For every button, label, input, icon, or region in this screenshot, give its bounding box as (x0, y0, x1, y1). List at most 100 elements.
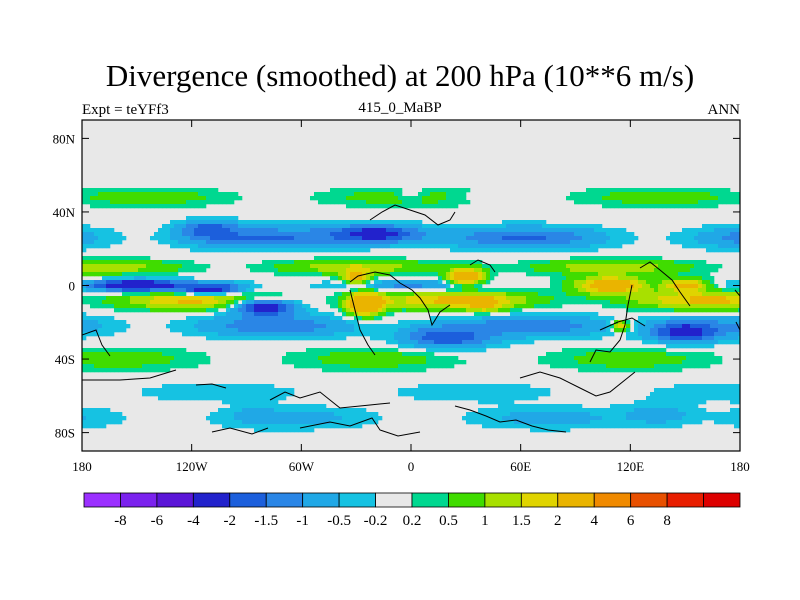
field-cell (286, 328, 291, 333)
field-cell (598, 256, 603, 261)
field-cell (658, 292, 663, 297)
field-cell (206, 336, 211, 341)
field-cell (638, 304, 643, 309)
field-cell (538, 336, 543, 341)
field-cell (462, 332, 467, 337)
field-cell (690, 292, 695, 297)
field-cell (578, 320, 583, 325)
field-cell (158, 200, 163, 205)
field-cell (502, 292, 507, 297)
field-cell (162, 232, 167, 237)
field-cell (430, 284, 435, 289)
field-cell (690, 268, 695, 273)
field-cell (498, 320, 503, 325)
field-cell (214, 320, 219, 325)
field-cell (398, 328, 403, 333)
field-cell (730, 332, 735, 337)
field-cell (190, 204, 195, 209)
field-cell (398, 188, 403, 193)
field-cell (634, 324, 639, 329)
field-cell (390, 224, 395, 229)
field-cell (314, 312, 319, 317)
field-cell (402, 284, 407, 289)
field-cell (410, 268, 415, 273)
field-cell (166, 280, 171, 285)
field-cell (690, 276, 695, 281)
field-cell (162, 308, 167, 313)
field-cell (350, 276, 355, 281)
field-cell (422, 324, 427, 329)
field-cell (214, 308, 219, 313)
field-cell (162, 304, 167, 309)
field-cell (638, 196, 643, 201)
field-cell (626, 200, 631, 205)
field-cell (498, 324, 503, 329)
field-cell (342, 236, 347, 241)
field-cell (346, 260, 351, 265)
field-cell (398, 336, 403, 341)
field-cell (374, 280, 379, 285)
field-cell (558, 356, 563, 361)
field-cell (458, 360, 463, 365)
field-cell (486, 244, 491, 249)
field-cell (86, 352, 91, 357)
field-cell (370, 268, 375, 273)
field-cell (278, 220, 283, 225)
field-cell (218, 192, 223, 197)
field-cell (226, 280, 231, 285)
field-cell (582, 196, 587, 201)
field-cell (414, 204, 419, 209)
field-cell (602, 204, 607, 209)
field-cell (518, 248, 523, 253)
field-cell (402, 308, 407, 313)
field-cell (550, 280, 555, 285)
field-cell (606, 280, 611, 285)
field-cell (590, 192, 595, 197)
field-cell (242, 336, 247, 341)
field-cell (646, 324, 651, 329)
field-cell (494, 320, 499, 325)
field-cell (638, 300, 643, 305)
field-cell (610, 276, 615, 281)
field-cell (374, 244, 379, 249)
field-cell (82, 328, 87, 333)
field-cell (290, 320, 295, 325)
field-cell (130, 204, 135, 209)
field-cell (274, 264, 279, 269)
field-cell (122, 204, 127, 209)
field-cell (146, 264, 151, 269)
field-cell (610, 232, 615, 237)
field-cell (550, 288, 555, 293)
field-cell (278, 320, 283, 325)
field-cell (362, 220, 367, 225)
field-cell (394, 188, 399, 193)
field-cell (666, 188, 671, 193)
field-cell (150, 360, 155, 365)
field-cell (602, 268, 607, 273)
field-cell (510, 324, 515, 329)
field-cell (698, 236, 703, 241)
field-cell (558, 316, 563, 321)
field-cell (694, 300, 699, 305)
field-cell (490, 264, 495, 269)
field-cell (678, 336, 683, 341)
field-cell (386, 324, 391, 329)
field-cell (594, 272, 599, 277)
field-cell (350, 360, 355, 365)
field-cell (726, 196, 731, 201)
field-cell (410, 360, 415, 365)
field-cell (626, 276, 631, 281)
field-cell (426, 244, 431, 249)
field-cell (258, 284, 263, 289)
field-cell (202, 308, 207, 313)
field-cell (342, 232, 347, 237)
field-cell (110, 284, 115, 289)
field-cell (570, 256, 575, 261)
field-cell (694, 364, 699, 369)
field-cell (574, 284, 579, 289)
field-cell (654, 296, 659, 301)
field-cell (214, 300, 219, 305)
field-cell (162, 224, 167, 229)
field-cell (154, 188, 159, 193)
field-cell (422, 244, 427, 249)
